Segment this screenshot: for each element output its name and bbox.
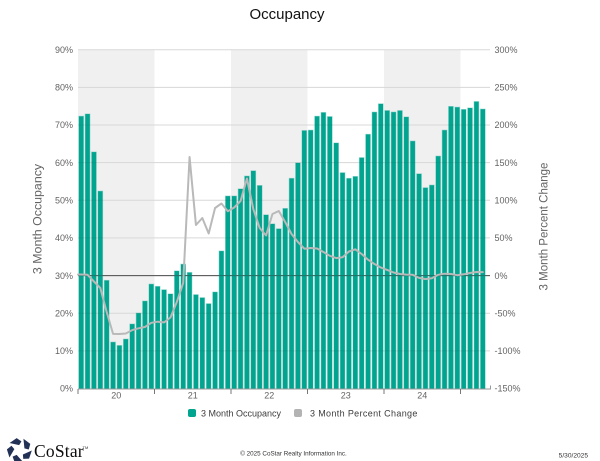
svg-text:© 2025 CoStar Realty Informati: © 2025 CoStar Realty Information Inc. (240, 450, 347, 458)
svg-text:23: 23 (341, 391, 351, 401)
svg-text:40%: 40% (55, 233, 73, 243)
svg-text:90%: 90% (55, 45, 73, 55)
svg-text:21: 21 (188, 391, 198, 401)
svg-text:50%: 50% (55, 195, 73, 205)
svg-text:5/30/2025: 5/30/2025 (559, 453, 589, 460)
svg-text:0%: 0% (60, 384, 73, 394)
svg-text:80%: 80% (55, 83, 73, 93)
svg-text:Occupancy: Occupancy (249, 6, 325, 23)
svg-text:250%: 250% (495, 83, 518, 93)
svg-text:24: 24 (417, 391, 427, 401)
svg-text:0%: 0% (495, 271, 508, 281)
svg-text:60%: 60% (55, 158, 73, 168)
svg-text:TM: TM (83, 445, 89, 450)
svg-text:CoStar: CoStar (34, 441, 84, 461)
svg-text:10%: 10% (55, 346, 73, 356)
svg-text:20%: 20% (55, 308, 73, 318)
svg-text:100%: 100% (495, 195, 518, 205)
svg-text:-100%: -100% (495, 346, 521, 356)
svg-text:300%: 300% (495, 45, 518, 55)
svg-text:200%: 200% (495, 120, 518, 130)
svg-text:30%: 30% (55, 271, 73, 281)
svg-text:50%: 50% (495, 233, 513, 243)
svg-text:22: 22 (264, 391, 274, 401)
svg-text:3 Month Occupancy: 3 Month Occupancy (201, 409, 282, 419)
svg-text:20: 20 (111, 391, 121, 401)
svg-text:3 Month Percent Change: 3 Month Percent Change (310, 409, 418, 419)
svg-text:-50%: -50% (495, 308, 516, 318)
svg-text:70%: 70% (55, 120, 73, 130)
svg-text:3 Month Percent Change: 3 Month Percent Change (539, 163, 551, 291)
svg-text:-150%: -150% (495, 384, 521, 394)
svg-text:3 Month Occupancy: 3 Month Occupancy (31, 163, 45, 274)
svg-text:150%: 150% (495, 158, 518, 168)
